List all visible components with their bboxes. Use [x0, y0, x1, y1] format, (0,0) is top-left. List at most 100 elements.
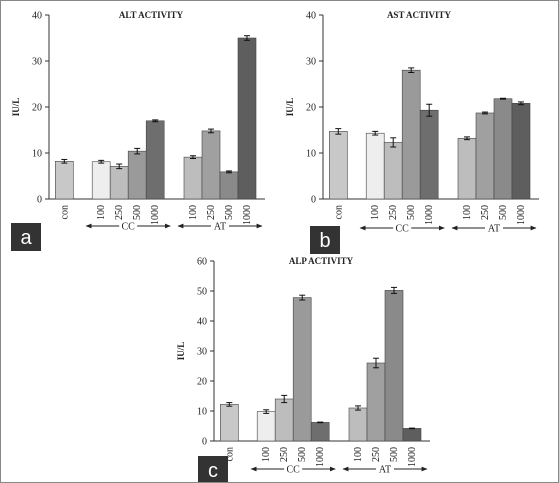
- x-tick-label: 500: [297, 447, 308, 462]
- error-bar: [355, 405, 361, 411]
- error-bar: [408, 67, 415, 73]
- x-tick-label: 100: [261, 447, 272, 462]
- bar: [383, 142, 403, 200]
- x-tick-label: 500: [406, 205, 417, 220]
- x-tick-label: 100: [462, 205, 473, 220]
- x-tick-label: 250: [480, 205, 491, 220]
- error-bar: [281, 394, 288, 404]
- x-tick-label: 1000: [516, 205, 527, 225]
- bar: [328, 131, 348, 200]
- x-tick-label: 500: [132, 205, 143, 220]
- error-bar: [373, 357, 379, 369]
- error-bar: [299, 294, 306, 301]
- x-tick-label: 1000: [424, 205, 435, 225]
- x-tick-label: 250: [388, 205, 399, 220]
- y-tick-label: 40: [32, 11, 42, 22]
- error-bar: [482, 111, 488, 115]
- bar: [511, 103, 531, 200]
- y-tick-label: 10: [197, 407, 207, 418]
- bar: [493, 98, 513, 200]
- error-bar: [61, 158, 68, 164]
- bar: [256, 411, 276, 442]
- x-tick-label: 500: [498, 205, 509, 220]
- group-label: CC: [287, 465, 301, 476]
- error-bar: [116, 163, 123, 170]
- x-tick-label: 1000: [407, 447, 418, 467]
- x-tick-label: 500: [224, 205, 235, 220]
- error-bar: [391, 286, 397, 294]
- error-bar: [263, 409, 270, 414]
- chart-title: ALP ACTIVITY: [289, 256, 354, 266]
- panel-label: c: [208, 460, 218, 482]
- x-tick-label: 250: [371, 447, 382, 462]
- bar: [91, 161, 111, 200]
- group-label: AT: [379, 465, 391, 476]
- y-axis-title: IU/L: [285, 98, 295, 117]
- bar: [310, 422, 330, 442]
- x-tick-label: 250: [114, 205, 125, 220]
- bar: [220, 404, 239, 442]
- error-bar: [226, 402, 233, 407]
- bar: [292, 297, 312, 442]
- y-tick-label: 40: [306, 11, 316, 22]
- chart-title: AST ACTIVITY: [387, 10, 452, 20]
- error-bar: [409, 427, 415, 430]
- error-bar: [244, 35, 250, 41]
- error-bar: [500, 97, 506, 100]
- y-tick-label: 10: [306, 149, 316, 160]
- error-bar: [317, 421, 324, 424]
- bar: [384, 290, 404, 442]
- error-bar: [152, 119, 159, 123]
- bar: [183, 156, 203, 200]
- bar: [457, 137, 477, 200]
- panel-label: b: [319, 230, 330, 252]
- bar: [201, 130, 221, 200]
- bar: [237, 37, 257, 200]
- bar: [366, 362, 386, 442]
- error-bar: [190, 155, 196, 160]
- x-tick-label: 500: [389, 447, 400, 462]
- y-tick-label: 0: [202, 437, 207, 448]
- y-tick-label: 10: [32, 149, 42, 160]
- bar: [274, 398, 294, 442]
- error-bar: [98, 159, 105, 164]
- bar: [401, 69, 421, 200]
- y-axis-title: IU/L: [11, 98, 21, 117]
- panel-box: [11, 223, 41, 251]
- y-tick-label: 20: [306, 103, 316, 114]
- error-bar: [464, 136, 470, 141]
- group-label: CC: [122, 222, 136, 233]
- error-bar: [208, 128, 214, 134]
- y-tick-label: 40: [197, 317, 207, 328]
- bar: [402, 428, 422, 442]
- bar: [419, 109, 439, 200]
- error-bar: [134, 147, 141, 155]
- y-tick-label: 0: [37, 195, 42, 206]
- error-bar: [518, 101, 524, 106]
- x-tick-label: 1000: [150, 205, 161, 225]
- y-tick-label: 60: [197, 257, 207, 268]
- x-tick-label: 100: [188, 205, 199, 220]
- bar: [219, 171, 239, 200]
- panel-box: [310, 226, 340, 254]
- panel-label: a: [20, 227, 32, 249]
- error-bar: [226, 170, 232, 174]
- bar: [54, 160, 74, 200]
- error-bar: [426, 103, 433, 117]
- bar: [127, 150, 147, 200]
- y-axis-title: IU/L: [176, 342, 186, 361]
- x-tick-label: con: [333, 205, 344, 219]
- x-tick-label: 1000: [315, 447, 326, 467]
- x-tick-label: 100: [353, 447, 364, 462]
- bar: [348, 407, 368, 442]
- x-tick-label: 100: [96, 205, 107, 220]
- chart-title: ALT ACTIVITY: [119, 10, 184, 20]
- y-tick-label: 20: [32, 103, 42, 114]
- x-tick-label: con: [59, 205, 70, 219]
- error-bar: [335, 128, 342, 135]
- bar: [475, 112, 495, 200]
- group-label: CC: [396, 224, 410, 235]
- group-label: AT: [488, 224, 500, 235]
- x-tick-label: 1000: [242, 205, 253, 225]
